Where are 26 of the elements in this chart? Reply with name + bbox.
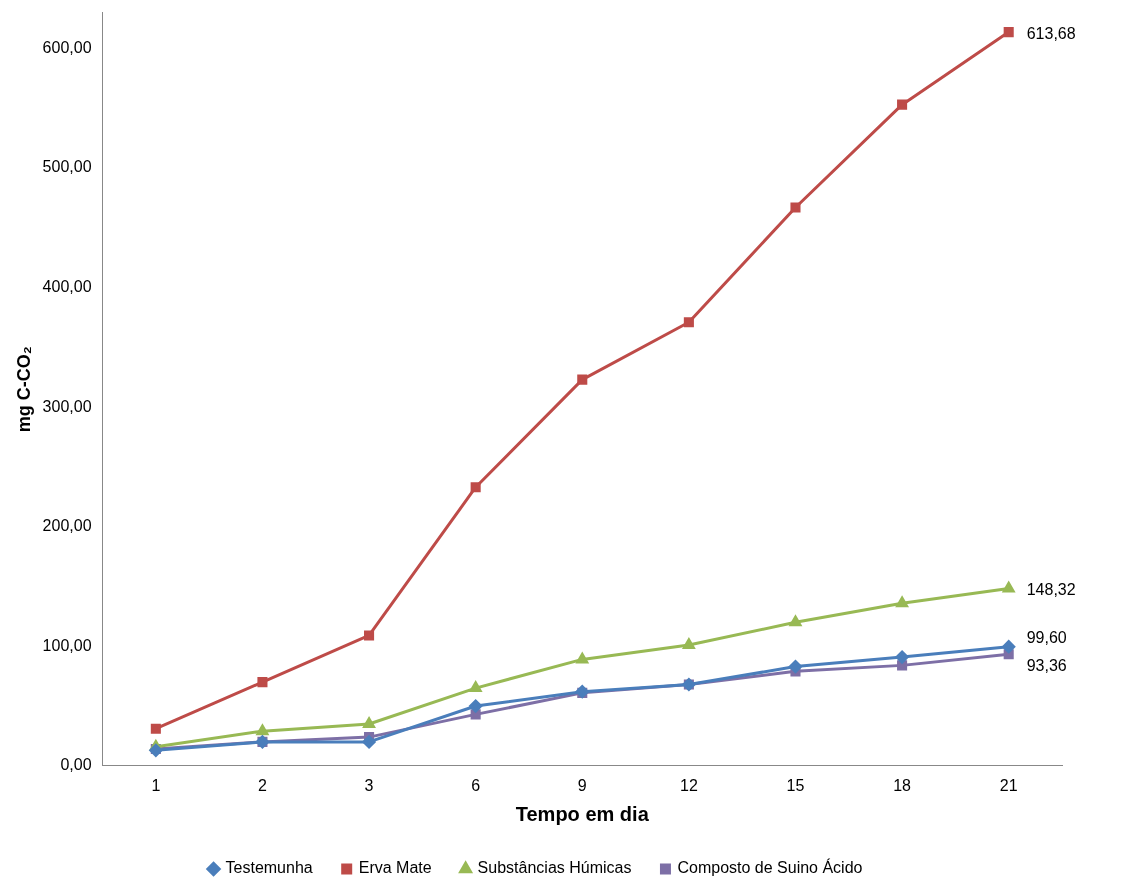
y-tick-label: 500,00 — [42, 158, 92, 176]
legend-label: Composto de Suino Ácido — [677, 858, 863, 877]
x-tick-label: 21 — [999, 776, 1018, 794]
legend-label: Testemunha — [225, 859, 313, 877]
x-tick-label: 1 — [151, 776, 161, 794]
y-tick-label: 200,00 — [42, 517, 92, 535]
data-label: 613,68 — [1026, 24, 1076, 42]
x-axis-title: Tempo em dia — [515, 802, 650, 825]
data-label: 148,32 — [1026, 580, 1076, 598]
y-tick-label: 400,00 — [42, 277, 92, 295]
x-tick-label: 18 — [893, 776, 912, 794]
x-tick-label: 9 — [577, 776, 587, 794]
data-label: 93,36 — [1026, 656, 1067, 674]
y-tick-label: 300,00 — [42, 397, 92, 415]
y-tick-label: 600,00 — [42, 38, 92, 56]
x-tick-label: 2 — [257, 776, 267, 794]
data-label: 99,60 — [1026, 628, 1067, 646]
x-tick-label: 6 — [471, 776, 481, 794]
x-tick-label: 3 — [364, 776, 374, 794]
x-tick-label: 12 — [679, 776, 698, 794]
legend-label: Substâncias Húmicas — [477, 859, 632, 877]
legend-label: Erva Mate — [358, 859, 432, 877]
y-tick-label: 100,00 — [42, 636, 92, 654]
x-tick-label: 15 — [786, 776, 805, 794]
y-axis-title: mg C-CO₂ — [13, 346, 34, 433]
y-tick-label: 0,00 — [60, 756, 92, 774]
